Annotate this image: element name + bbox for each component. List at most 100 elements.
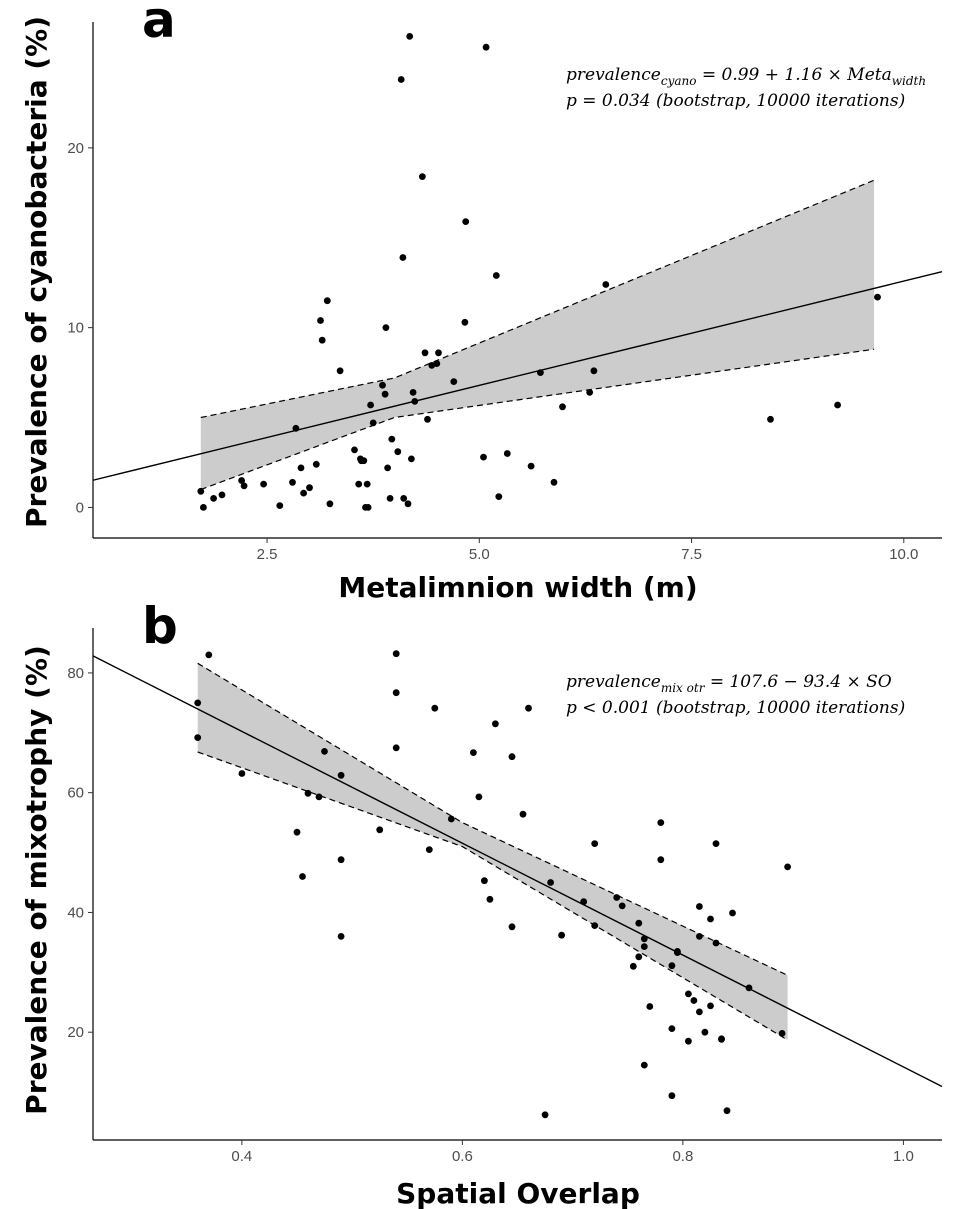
- panel-b-letter: b: [142, 597, 178, 655]
- data-point: [369, 419, 377, 427]
- data-point: [778, 1030, 786, 1037]
- data-point: [519, 810, 527, 818]
- panel-a-fit-line: [92, 271, 943, 481]
- data-point: [238, 477, 246, 484]
- data-point: [260, 480, 267, 488]
- y-tick-label: 60: [67, 785, 84, 802]
- data-point: [421, 349, 429, 357]
- data-point: [475, 793, 483, 801]
- data-point: [618, 902, 626, 910]
- y-tick-label: 20: [67, 1024, 84, 1041]
- data-point: [424, 415, 431, 423]
- data-point: [317, 317, 324, 324]
- data-point: [367, 401, 374, 409]
- data-point: [707, 915, 714, 923]
- data-point: [394, 448, 402, 456]
- y-tick-label: 0: [76, 499, 84, 516]
- data-point: [602, 281, 610, 288]
- data-point: [470, 749, 477, 756]
- data-point: [376, 826, 384, 834]
- confidence-band-fill: [197, 663, 788, 1040]
- data-point: [525, 704, 532, 712]
- panel-a-eq-sub2: width: [892, 74, 926, 88]
- data-point: [508, 923, 516, 931]
- data-point: [492, 720, 499, 728]
- data-point: [392, 744, 400, 752]
- data-point: [337, 933, 345, 940]
- data-point: [696, 903, 703, 910]
- data-point: [419, 173, 426, 181]
- data-point: [558, 931, 565, 939]
- x-tick-label: 2.5: [257, 546, 278, 563]
- data-point: [382, 324, 390, 331]
- data-point: [685, 1037, 692, 1045]
- data-point: [194, 699, 202, 707]
- x-tick-label: 5.0: [469, 546, 490, 563]
- data-point: [635, 953, 643, 961]
- panel-b-equation: prevalencemix otr = 107.6 − 93.4 × SO: [566, 672, 892, 695]
- data-point: [690, 997, 698, 1004]
- panel-a-confidence-band: [200, 179, 875, 491]
- data-point: [200, 504, 207, 511]
- data-point: [392, 689, 400, 697]
- data-point: [486, 895, 494, 903]
- data-point: [701, 1028, 709, 1036]
- data-point: [541, 1111, 549, 1119]
- data-point: [304, 789, 312, 797]
- data-point: [388, 435, 396, 443]
- data-point: [435, 349, 442, 357]
- data-point: [315, 793, 323, 801]
- regression-line: [92, 655, 943, 1088]
- x-tick-label: 1.0: [893, 1148, 914, 1165]
- data-point: [355, 480, 363, 488]
- data-point: [351, 446, 358, 454]
- data-point: [723, 1107, 731, 1115]
- y-tick-label: 10: [67, 320, 84, 337]
- panel-a-points: [197, 33, 881, 511]
- data-point: [613, 894, 621, 901]
- data-point: [718, 1035, 725, 1043]
- data-point: [668, 1092, 676, 1100]
- panel-b-pvalue: p < 0.001 (bootstrap, 10000 iterations): [566, 698, 905, 718]
- data-point: [481, 877, 488, 885]
- data-point: [411, 398, 419, 405]
- data-point: [657, 856, 665, 864]
- data-point: [312, 460, 320, 468]
- data-point: [547, 879, 554, 886]
- data-point: [503, 450, 511, 457]
- data-point: [431, 704, 439, 712]
- data-point: [712, 939, 720, 947]
- panel-b-axes: 0.4 0.6 0.8 1.0 20 40 60 80: [67, 628, 942, 1165]
- panel-a-pvalue: p = 0.034 (bootstrap, 10000 iterations): [566, 91, 905, 111]
- data-point: [450, 378, 458, 385]
- data-point: [205, 651, 213, 659]
- data-point: [276, 502, 284, 509]
- data-point: [580, 898, 588, 906]
- data-point: [834, 401, 841, 409]
- confidence-band-upper: [197, 662, 788, 976]
- data-point: [668, 1025, 676, 1032]
- panel-a-eq-main: prevalence: [566, 65, 661, 85]
- x-tick-label: 0.4: [231, 1148, 252, 1165]
- data-point: [591, 922, 599, 929]
- data-point: [297, 464, 305, 472]
- data-point: [400, 495, 408, 502]
- data-point: [668, 962, 676, 970]
- confidence-band-fill: [200, 180, 875, 490]
- data-point: [461, 318, 469, 326]
- data-point: [289, 478, 296, 486]
- data-point: [550, 478, 558, 486]
- data-point: [447, 815, 455, 823]
- data-point: [363, 480, 371, 488]
- data-point: [337, 856, 345, 864]
- data-point: [406, 33, 414, 40]
- data-point: [745, 984, 753, 992]
- data-point: [326, 500, 334, 508]
- data-point: [482, 43, 490, 51]
- x-tick-label: 7.5: [681, 546, 702, 563]
- data-point: [240, 482, 248, 490]
- data-point: [360, 457, 368, 465]
- data-point: [462, 218, 470, 226]
- panel-b-confidence-band: [197, 662, 788, 1041]
- panel-a-axes: 2.5 5.0 7.5 10.0 0 10 20: [67, 22, 942, 563]
